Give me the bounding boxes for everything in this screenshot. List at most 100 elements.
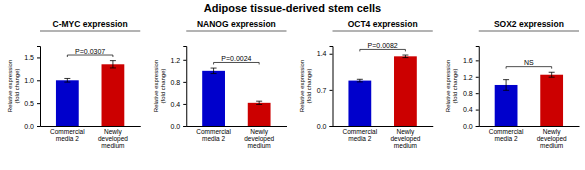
error-cap — [110, 67, 116, 68]
y-tick: 1.0 — [24, 77, 40, 84]
error-cap — [503, 79, 509, 80]
error-cap — [549, 72, 555, 73]
title: Adipose tissue-derived stem cells — [204, 2, 381, 14]
tick-label: 0.4 — [171, 101, 181, 108]
tick-label: Commercialmedia 2 — [343, 128, 378, 142]
panel: NANOG expression0.00.40.81.2Commercialme… — [153, 19, 287, 149]
error-cap — [549, 77, 555, 78]
error-cap — [357, 79, 363, 80]
tick-mark — [37, 80, 40, 81]
chart: Adipose tissue-derived stem cells C-MYC e… — [0, 0, 585, 170]
y-label: Relative expression(fold change) — [445, 60, 458, 112]
tick-label: 0.0 — [171, 123, 181, 130]
x-tick: Commercialmedia 2 — [50, 126, 85, 142]
pvalue-label: P=0.0082 — [368, 42, 398, 49]
y-label: Relative expression(fold change) — [7, 60, 20, 112]
tick-label: Commercialmedia 2 — [196, 128, 231, 142]
error-cap — [256, 104, 262, 105]
tick-label: 1.2 — [171, 57, 181, 64]
plot-area — [202, 68, 270, 126]
y-tick: 0.0 — [24, 123, 40, 130]
tick-label: 0.0 — [463, 123, 473, 130]
y-axis: 0.00.40.81.21.6 — [463, 47, 479, 130]
y-tick: 1.6 — [463, 57, 479, 64]
axis-line — [37, 47, 41, 127]
tick-label: 0.8 — [171, 79, 181, 86]
y-axis: 0.0 0.5 1.0 1.5 — [24, 47, 40, 130]
error-cap — [357, 81, 363, 82]
subplot-title: C-MYC expression — [53, 19, 128, 29]
tick-mark — [330, 90, 333, 91]
tick-label: Commercialmedia 2 — [50, 128, 85, 142]
subplot-title: SOX2 expression — [494, 19, 564, 29]
tick-label: 1.0 — [24, 77, 34, 84]
tick-label: 1.5 — [24, 54, 34, 61]
x-tick: Commercialmedia 2 — [489, 126, 524, 142]
y-tick: 0.0 — [317, 123, 333, 130]
title-underline — [333, 31, 433, 32]
tick-label: 0.0 — [317, 123, 327, 130]
x-tick: Commercialmedia 2 — [196, 126, 231, 142]
axis-line — [183, 47, 187, 127]
y-tick: 1.4 — [317, 50, 333, 57]
error-bar — [213, 68, 214, 74]
bar — [394, 56, 417, 126]
error-bar — [67, 78, 68, 82]
error-cap — [402, 57, 408, 58]
x-tick: Newlydevelopedmedium — [390, 126, 420, 149]
y-tick: 1.5 — [24, 54, 40, 61]
tick-mark — [476, 126, 479, 127]
pvalue-bracket — [67, 55, 113, 57]
pvalue-bracket — [506, 67, 552, 69]
pvalue-bracket — [360, 49, 406, 51]
tick-label: 0.0 — [24, 123, 34, 130]
x-tick: Newlydevelopedmedium — [244, 126, 274, 149]
tick-label: 0.5 — [24, 100, 34, 107]
error-cap — [110, 60, 116, 61]
tick-mark — [183, 126, 186, 127]
error-cap — [64, 82, 70, 83]
bar — [56, 80, 79, 126]
error-cap — [211, 73, 217, 74]
y-tick: 0.4 — [171, 101, 187, 108]
y-tick: 0.0 — [463, 123, 479, 130]
tick-label: Newlydevelopedmedium — [98, 128, 128, 149]
pvalue-label: P=0.0307 — [75, 48, 105, 55]
x-axis: Commercialmedia 2Newlydevelopedmedium — [479, 126, 579, 149]
error-cap — [256, 101, 262, 102]
tick-mark — [330, 126, 333, 127]
tick-label: Newlydevelopedmedium — [390, 128, 420, 149]
y-tick: 0.5 — [24, 100, 40, 107]
panel: SOX2 expression0.00.40.81.21.6Commercial… — [445, 19, 579, 149]
bar — [348, 81, 371, 126]
error-cap — [402, 55, 408, 56]
pvalue-label: NS — [524, 59, 534, 66]
bar — [102, 64, 125, 126]
tick-mark — [476, 93, 479, 94]
axis-line — [330, 47, 334, 127]
y-label: Relative expression(fold change) — [153, 60, 166, 112]
y-axis: 0.0 0.7 1.4 — [317, 47, 333, 130]
y-label: Relative expression(fold change) — [299, 60, 312, 112]
error-cap — [64, 78, 70, 79]
tick-label: 0.8 — [463, 90, 473, 97]
y-tick: 0.8 — [463, 90, 479, 97]
tick-label: 1.6 — [463, 57, 473, 64]
x-tick: Commercialmedia 2 — [343, 126, 378, 142]
tick-mark — [37, 57, 40, 58]
y-tick: 1.2 — [171, 57, 187, 64]
y-tick: 0.8 — [171, 79, 187, 86]
x-axis: Commercialmedia 2 Newlydevelopedmedium — [333, 126, 433, 149]
panel: OCT4 expression0.00.71.4Commercialmedia … — [299, 19, 433, 149]
tick-label: Commercialmedia 2 — [489, 128, 524, 142]
y-axis: 0.0 0.4 0.8 1.2 — [171, 47, 187, 130]
y-tick: 0.7 — [317, 87, 333, 94]
pvalue-bracket — [214, 62, 260, 64]
tick-mark — [330, 54, 333, 55]
tick-label: 0.4 — [463, 106, 473, 113]
y-tick: 0.0 — [171, 123, 187, 130]
error-bar — [506, 80, 507, 91]
tick-mark — [183, 82, 186, 83]
plot-area — [348, 55, 416, 126]
y-tick: 0.4 — [463, 106, 479, 113]
